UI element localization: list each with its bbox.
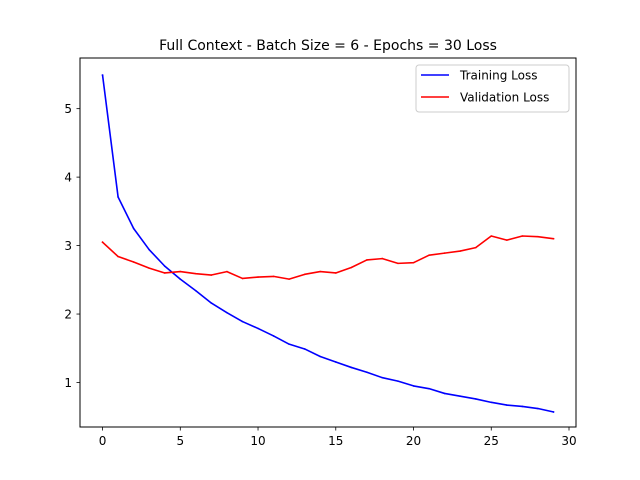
data-point-validation-loss-14 — [319, 270, 322, 273]
data-point-training-loss-19 — [397, 380, 399, 382]
x-tick-label: 10 — [250, 434, 265, 448]
x-tick-label: 30 — [561, 434, 576, 448]
x-tick-label: 15 — [328, 434, 343, 448]
x-tick-label: 20 — [406, 434, 421, 448]
chart-title: Full Context - Batch Size = 6 - Epochs =… — [159, 38, 497, 54]
data-point-validation-loss-21 — [428, 254, 430, 256]
data-point-validation-loss-20 — [412, 261, 415, 264]
data-point-training-loss-23 — [459, 395, 461, 397]
series-line-validation-loss — [101, 235, 555, 280]
data-point-validation-loss-0 — [101, 241, 104, 243]
data-point-training-loss-10 — [257, 327, 259, 330]
data-point-training-loss-3 — [148, 248, 150, 251]
data-point-validation-loss-12 — [288, 278, 290, 280]
data-point-training-loss-12 — [288, 343, 290, 345]
data-point-training-loss-24 — [474, 398, 477, 400]
data-point-training-loss-29 — [552, 411, 555, 413]
data-point-training-loss-20 — [412, 385, 415, 387]
data-point-validation-loss-1 — [117, 255, 119, 258]
data-point-training-loss-26 — [506, 404, 508, 406]
legend-label-training-loss: Training Loss — [459, 69, 537, 83]
data-point-validation-loss-4 — [163, 272, 166, 274]
data-point-validation-loss-10 — [257, 276, 259, 278]
data-point-validation-loss-25 — [490, 235, 493, 237]
data-point-training-loss-21 — [428, 387, 430, 390]
data-point-validation-loss-9 — [241, 277, 244, 280]
x-tick-label: 25 — [484, 434, 499, 448]
data-point-training-loss-0 — [101, 74, 104, 76]
data-point-validation-loss-5 — [179, 270, 182, 273]
data-point-validation-loss-19 — [397, 262, 399, 265]
x-axis-ticks: 0 5 10 15 20 25 30 — [99, 427, 577, 448]
data-point-training-loss-6 — [195, 289, 197, 292]
data-point-training-loss-8 — [226, 311, 228, 314]
plot-frame — [79, 57, 577, 428]
y-tick-label: 1 — [64, 376, 72, 390]
data-point-validation-loss-6 — [195, 272, 197, 275]
data-point-training-loss-17 — [366, 371, 368, 374]
data-point-validation-loss-26 — [506, 239, 508, 241]
data-point-validation-loss-13 — [303, 273, 306, 276]
y-tick-label: 5 — [64, 102, 72, 116]
data-point-training-loss-15 — [334, 361, 337, 363]
series-line-training-loss — [101, 74, 555, 413]
data-point-training-loss-25 — [490, 401, 493, 404]
data-point-training-loss-14 — [319, 355, 322, 358]
data-point-training-loss-4 — [163, 265, 166, 267]
y-tick-label: 2 — [64, 308, 72, 322]
data-point-training-loss-1 — [117, 196, 119, 198]
data-point-validation-loss-23 — [459, 250, 461, 252]
data-point-validation-loss-28 — [537, 235, 539, 238]
data-point-validation-loss-27 — [521, 235, 524, 237]
data-point-validation-loss-2 — [132, 261, 135, 263]
data-point-training-loss-16 — [350, 366, 353, 369]
legend-label-validation-loss: Validation Loss — [460, 91, 549, 105]
data-point-training-loss-11 — [272, 335, 275, 337]
data-point-training-loss-2 — [132, 227, 135, 230]
plot-lines — [101, 74, 555, 413]
data-point-validation-loss-17 — [366, 259, 368, 261]
data-point-validation-loss-8 — [226, 270, 228, 273]
data-point-training-loss-18 — [381, 376, 384, 379]
y-tick-label: 3 — [64, 239, 72, 253]
data-point-validation-loss-3 — [148, 267, 150, 269]
data-point-training-loss-22 — [443, 392, 446, 395]
data-point-validation-loss-18 — [381, 257, 384, 260]
legend: Training Loss Validation Loss — [415, 64, 570, 113]
data-point-validation-loss-16 — [350, 266, 353, 269]
y-axis-ticks: 1 2 3 4 5 — [64, 102, 80, 390]
data-point-training-loss-9 — [241, 320, 244, 323]
legend-box — [415, 64, 570, 113]
data-point-validation-loss-15 — [334, 272, 337, 274]
data-point-training-loss-7 — [210, 302, 213, 304]
data-point-validation-loss-22 — [443, 252, 446, 254]
data-point-training-loss-13 — [303, 348, 306, 350]
data-point-validation-loss-11 — [272, 275, 275, 278]
data-point-training-loss-27 — [521, 405, 524, 408]
x-tick-label: 0 — [99, 434, 107, 448]
data-point-training-loss-28 — [537, 407, 539, 410]
y-tick-label: 4 — [64, 171, 72, 185]
data-point-validation-loss-7 — [210, 274, 213, 276]
x-tick-label: 5 — [176, 434, 184, 448]
data-point-validation-loss-29 — [552, 237, 555, 240]
data-point-training-loss-5 — [179, 278, 182, 280]
data-point-validation-loss-24 — [474, 246, 477, 249]
